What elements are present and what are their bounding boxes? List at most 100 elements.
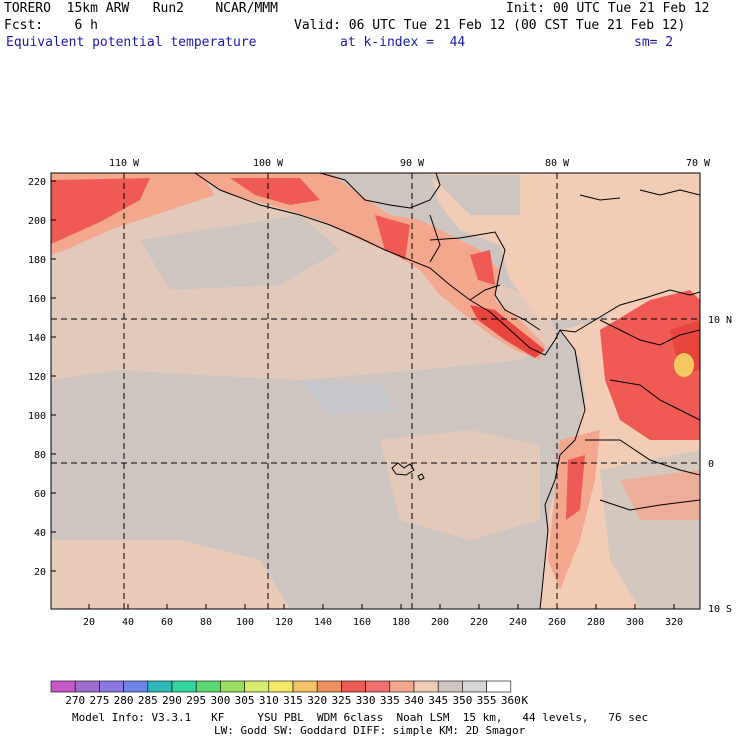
colorbar-swatch <box>123 680 149 693</box>
lon-label: 100 W <box>253 158 284 169</box>
hot-mexico <box>230 178 320 205</box>
border-3 <box>599 499 700 511</box>
colorbar-swatch <box>292 680 318 693</box>
bottom-axis-ticks <box>88 604 675 609</box>
colorbar-swatch <box>147 680 173 693</box>
xtick: 140 <box>314 617 332 628</box>
init-time: Init: 00 UTC Tue 21 Feb 12 <box>506 1 710 16</box>
border-2 <box>585 439 700 476</box>
colorbar-label: 330 <box>355 694 376 707</box>
xtick: 260 <box>548 617 566 628</box>
ytick: 200 <box>28 216 46 227</box>
xtick: 240 <box>509 617 527 628</box>
colorbar-swatch <box>220 680 245 693</box>
latitude-labels: 10 N 0 10 S <box>708 315 732 615</box>
colorbar-swatch <box>437 680 463 693</box>
colorbar-label: 310 <box>258 694 279 707</box>
colorbar-label: 305 <box>234 694 255 707</box>
colorbar-label: 280 <box>113 694 134 707</box>
colorbar-label: 355 <box>476 694 497 707</box>
smoothing: sm= 2 <box>634 35 674 50</box>
cool-ocean-patch <box>140 215 340 290</box>
model-info: Model Info: V3.3.1 KF YSU PBL WDM 6class… <box>72 711 649 724</box>
xtick: 200 <box>431 617 449 628</box>
border-1 <box>609 379 700 421</box>
colorbar-label: 270 <box>65 694 86 707</box>
cool-ocean-patch-2 <box>51 400 300 520</box>
ytick: 40 <box>34 528 46 539</box>
border-guatemala <box>429 214 441 263</box>
ytick: 120 <box>28 372 46 383</box>
ytick: 220 <box>28 177 46 188</box>
warm-ocean-south <box>51 540 290 609</box>
lat-label: 10 N <box>708 315 732 326</box>
warm-ocean-patch <box>380 430 540 540</box>
hot-nw-band <box>51 178 150 244</box>
pacific-coast-north <box>194 173 700 356</box>
caribbean-coast <box>429 231 541 331</box>
colorbar-swatch <box>99 680 124 693</box>
hot-ecuador <box>566 455 585 520</box>
field-name: Equivalent potential temperature <box>6 35 257 50</box>
ytick: 100 <box>28 411 46 422</box>
border-nicaragua <box>469 284 501 301</box>
xtick: 80 <box>200 617 212 628</box>
hot-honduras <box>470 250 495 285</box>
ytick: 160 <box>28 294 46 305</box>
xtick: 320 <box>665 617 683 628</box>
hot-colombia <box>600 290 700 440</box>
warm-ocean-band <box>51 173 560 380</box>
ytick: 60 <box>34 489 46 500</box>
colorbar-swatch <box>462 680 487 693</box>
colorbar <box>50 680 512 693</box>
colorbar-swatch <box>50 680 76 693</box>
xtick: 280 <box>587 617 605 628</box>
xtick: 120 <box>275 617 293 628</box>
colorbar-unit: K <box>521 694 529 707</box>
level-index: at k-index = 44 <box>340 35 466 50</box>
gray-patch <box>300 380 400 415</box>
colorbar-swatch <box>389 680 415 693</box>
xtick: 160 <box>353 617 371 628</box>
lon-label: 90 W <box>400 158 425 169</box>
xtick: 20 <box>83 617 95 628</box>
model-title: TORERO 15km ARW Run2 NCAR/MMM <box>4 1 278 16</box>
colorbar-label: 285 <box>137 694 158 707</box>
forecast-hour: Fcst: 6 h <box>4 18 98 33</box>
colorbar-label: 340 <box>404 694 424 707</box>
left-axis-ticks <box>51 180 56 572</box>
colorbar-swatch <box>413 680 439 693</box>
colorbar-label: 350 <box>452 694 473 707</box>
xtick: 300 <box>626 617 644 628</box>
colorbar-swatch <box>74 680 100 693</box>
lon-label: 70 W <box>686 158 711 169</box>
colorbar-label: 360 <box>500 694 521 707</box>
lat-label: 0 <box>708 459 714 470</box>
colorbar-label: 290 <box>162 694 182 707</box>
colorbar-label: 345 <box>428 694 449 707</box>
xtick: 60 <box>161 617 173 628</box>
caribbean-islands-2 <box>579 194 621 201</box>
colorbar-label: 275 <box>89 694 110 707</box>
lat-label: 10 S <box>708 604 732 615</box>
lon-label: 110 W <box>109 158 140 169</box>
ytick: 20 <box>34 567 46 578</box>
peak-spot <box>674 353 694 377</box>
hot-guatemala <box>375 215 410 260</box>
longitude-labels: 110 W 100 W 90 W 80 W 70 W <box>109 158 711 169</box>
galapagos-2 <box>417 473 425 481</box>
ytick: 180 <box>28 255 46 266</box>
map-field <box>51 173 700 609</box>
colorbar-label: 300 <box>210 694 231 707</box>
mexico-gulf-coast <box>319 173 441 209</box>
ytick: 80 <box>34 450 46 461</box>
colorbar-swatch <box>365 680 391 693</box>
physics-info: LW: Godd SW: Goddard DIFF: simple KM: 2D… <box>214 724 526 737</box>
xtick: 220 <box>470 617 488 628</box>
colorbar-swatch <box>244 680 270 693</box>
colorbar-swatch <box>316 680 342 693</box>
valid-time: Valid: 06 UTC Tue 21 Feb 12 (00 CST Tue … <box>294 18 686 33</box>
left-axis-labels: 220 200 180 160 140 120 100 80 60 40 20 <box>28 177 46 578</box>
colorbar-swatch <box>341 680 366 693</box>
